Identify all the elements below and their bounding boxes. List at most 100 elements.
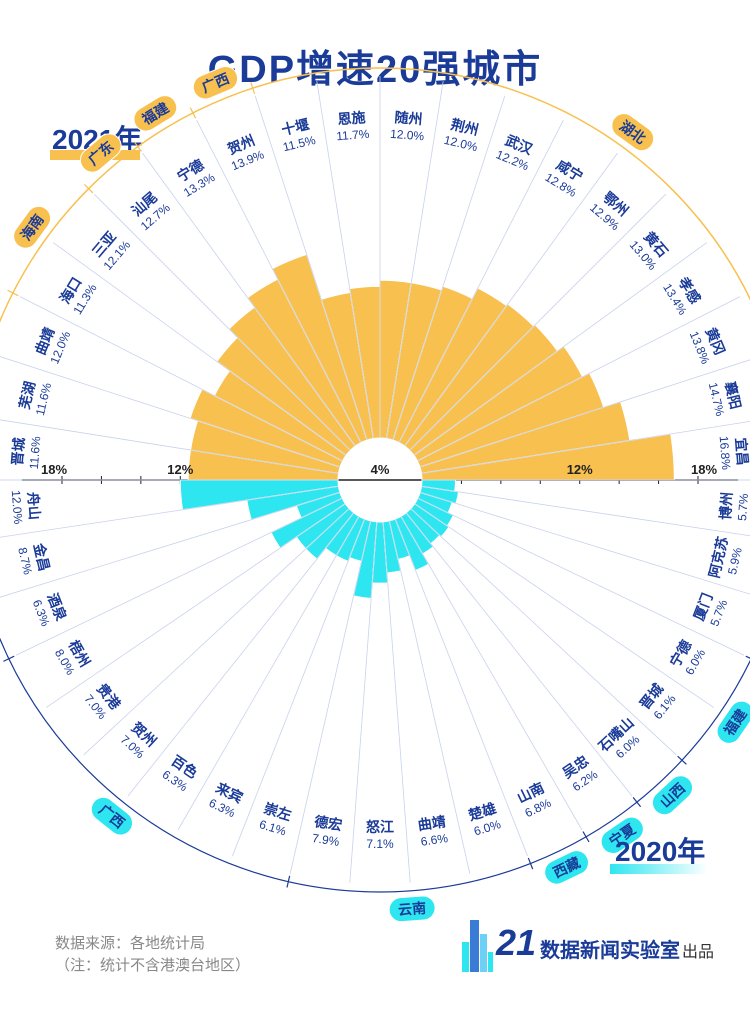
bottom-province-pill [651, 775, 694, 816]
bottom-spoke [414, 503, 715, 708]
bottom-spoke [45, 503, 346, 708]
bottom-province-pill [600, 816, 644, 854]
bottom-spoke [405, 512, 633, 797]
bottom-province: 西藏 [544, 850, 589, 885]
bottom-city-label: 舟山 [25, 491, 43, 520]
top-province-divider [189, 107, 197, 119]
bottom-label: 吴忠6.2% [559, 752, 600, 794]
bottom-value-label: 5.7% [735, 493, 750, 522]
bottom-province-divider [745, 655, 750, 659]
bottom-label: 贵港7.0% [81, 680, 124, 722]
bottom-spoke [232, 518, 366, 857]
bottom-spoke [421, 485, 750, 537]
bottom-spoke [400, 516, 583, 831]
scale-label-center: 4% [371, 462, 390, 477]
chart-group: 晋城 11.6%芜湖11.6%曲靖12.0%海口11.3%三亚12.1%汕尾12.… [0, 66, 750, 923]
bottom-value-label: 12.0% [9, 490, 26, 525]
bottom-value-label: 6.6% [420, 831, 449, 849]
year-2020-underline [610, 864, 708, 874]
top-spoke [421, 420, 750, 474]
top-city-label: 十堰 [280, 116, 311, 138]
bottom-province-divider [582, 831, 590, 843]
bottom-province-pill [544, 850, 589, 885]
top-province-pill [13, 205, 52, 249]
scale-label-left-outer: 18% [41, 462, 67, 477]
bottom-label: 厦门5.7% [690, 591, 730, 628]
bottom-value-label: 8.7% [15, 546, 35, 576]
bottom-province-divider [632, 797, 642, 808]
top-province-divider [7, 289, 19, 297]
bottom-spoke [15, 497, 343, 656]
bottom-city-label: 曲靖 [417, 813, 447, 833]
top-province: 广东 [79, 133, 122, 173]
bottom-spoke [382, 521, 411, 883]
bottom-spoke [388, 520, 471, 874]
top-spoke [417, 296, 741, 462]
bottom-label: 德宏7.9% [311, 813, 343, 849]
top-spoke [419, 359, 750, 468]
bottom-label: 贺州7.0% [118, 718, 160, 761]
bottom-spoke [420, 491, 750, 595]
brand-publisher: 出品 [682, 944, 715, 961]
bottom-spoke [83, 508, 350, 756]
top-label: 晋城 11.6% [9, 435, 44, 469]
bottom-province-divider [677, 755, 687, 765]
top-spoke [404, 152, 618, 447]
bottom-label: 楚雄6.0% [466, 800, 503, 839]
bottom-city-label: 金昌 [31, 541, 53, 573]
bottom-spoke [349, 521, 378, 883]
outer-ring-top [0, 67, 750, 323]
bottom-label: 宁德6.0% [667, 637, 709, 677]
bottom-label: 博州 5.7% [717, 491, 750, 521]
bottom-province-pill [90, 796, 133, 836]
top-province-divider [250, 82, 256, 95]
top-spoke [0, 419, 339, 474]
top-value-label: 11.6% [27, 435, 44, 469]
top-value-label: 12.0% [390, 127, 425, 144]
top-value-label: 11.7% [336, 127, 370, 144]
top-spoke [0, 356, 341, 468]
top-city-label: 恩施 [337, 109, 366, 127]
brand-name: 数据新闻实验室 [540, 940, 680, 962]
bottom-label: 酒泉6.3% [30, 591, 70, 629]
top-spoke [52, 242, 347, 456]
building-icon [462, 920, 493, 972]
bottom-label: 怒江 7.1% [366, 819, 394, 851]
bottom-spoke [394, 518, 528, 857]
bottom-spoke [0, 485, 339, 538]
bottom-spoke [0, 491, 340, 598]
bottom-province-name: 云南 [398, 900, 427, 918]
bottom-city-label: 怒江 [366, 819, 394, 835]
data-note: （注：统计不含港澳台地区） [55, 957, 251, 974]
top-province: 湖北 [611, 113, 655, 152]
outer-ring-bottom [0, 637, 750, 893]
top-spoke [386, 80, 444, 439]
bottom-province: 山西 [651, 775, 694, 816]
top-spoke [413, 242, 708, 456]
bottom-label: 晋城6.1% [636, 680, 678, 722]
bottom-value-label: 7.1% [366, 837, 394, 851]
bottom-province-divider [527, 857, 534, 870]
top-province-pill [611, 113, 655, 152]
top-province: 海南 [13, 205, 52, 249]
bottom-label: 曲靖6.6% [417, 813, 449, 849]
bottom-value-label: 7.9% [311, 831, 340, 849]
bottom-value-label: 5.9% [725, 546, 745, 576]
bottom-city-label: 崇左 [262, 800, 293, 824]
bottom-label: 金昌8.7% [15, 541, 53, 576]
